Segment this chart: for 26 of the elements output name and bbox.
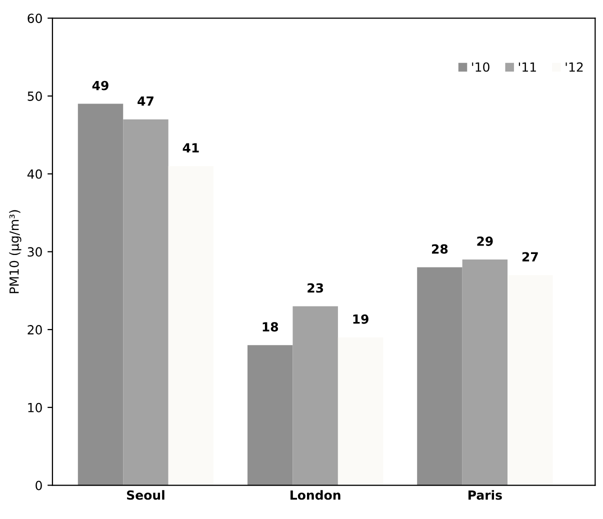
data-label: 29 [477, 236, 493, 246]
data-label: 41 [182, 143, 199, 152]
data-label: 28 [432, 244, 448, 254]
legend-label: '12 [566, 62, 583, 72]
data-label: 49 [92, 80, 108, 90]
y-axis-title: PM10 (µg/m³) [9, 210, 22, 294]
y-tick-label: 50 [28, 91, 42, 101]
y-tick-label: 10 [28, 402, 42, 412]
bar [78, 104, 124, 486]
legend-label: '11 [518, 62, 536, 72]
bar [247, 345, 293, 486]
x-tick-label: Paris [468, 490, 502, 500]
y-tick-label: 40 [27, 169, 42, 179]
y-tick-label: 20 [28, 325, 42, 334]
data-label: 27 [522, 252, 538, 262]
y-tick-label: 30 [28, 247, 42, 257]
data-label: 19 [353, 314, 368, 324]
data-label: 47 [138, 96, 154, 106]
x-tick-label: London [290, 490, 340, 500]
x-tick-label: Seoul [127, 490, 164, 500]
y-tick-label: 0 [36, 480, 42, 490]
y-tick-label: 60 [28, 14, 42, 24]
data-label: 23 [308, 283, 324, 293]
bar [417, 267, 462, 486]
legend-label: '10 [472, 62, 490, 72]
data-label: 18 [262, 322, 278, 332]
